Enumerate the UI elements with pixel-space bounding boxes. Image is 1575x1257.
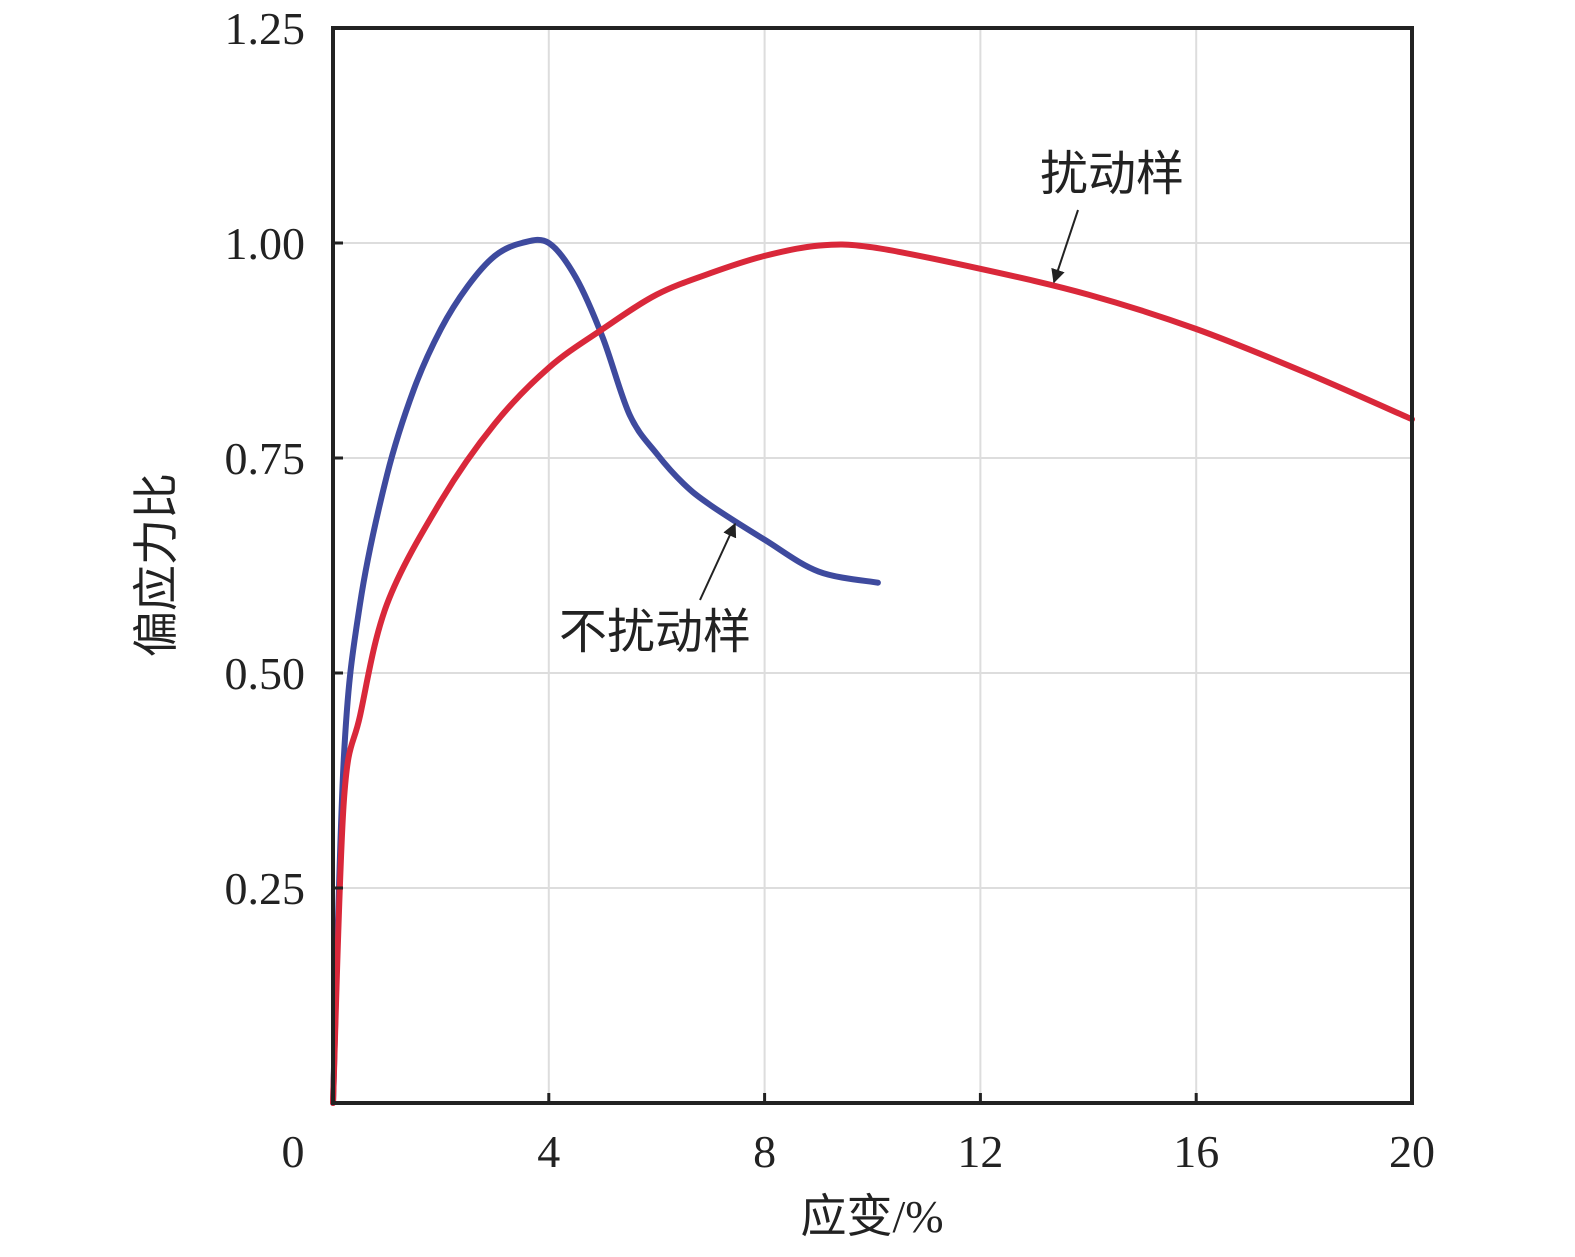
grid (332, 27, 1413, 1103)
annotation-arrow (1051, 209, 1079, 284)
annotation-arrow (699, 522, 737, 601)
x-tick-label: 16 (1173, 1126, 1219, 1177)
plot-lines (330, 236, 1415, 1106)
y-tick-label: 1.25 (225, 3, 306, 54)
x-tick-label: 4 (537, 1126, 560, 1177)
annotation: 扰动样 (1040, 148, 1184, 201)
y-tick-label: 0.25 (225, 863, 306, 914)
x-tick-label: 8 (753, 1126, 776, 1177)
x-tick-label: 0 (282, 1126, 305, 1177)
x-tick-label: 12 (957, 1126, 1003, 1177)
y-tick-label: 1.00 (225, 218, 306, 269)
series-line (330, 236, 881, 1106)
y-tick-label: 0.50 (225, 648, 306, 699)
plot-frame (331, 26, 1414, 1105)
series-line (330, 241, 1415, 1106)
y-axis-title: 偏应力比 (131, 473, 182, 657)
x-tick-label: 20 (1389, 1126, 1435, 1177)
annotation: 不扰动样 (559, 606, 751, 659)
y-tick-label: 0.75 (225, 433, 306, 484)
x-axis-title: 应变/% (800, 1191, 943, 1242)
